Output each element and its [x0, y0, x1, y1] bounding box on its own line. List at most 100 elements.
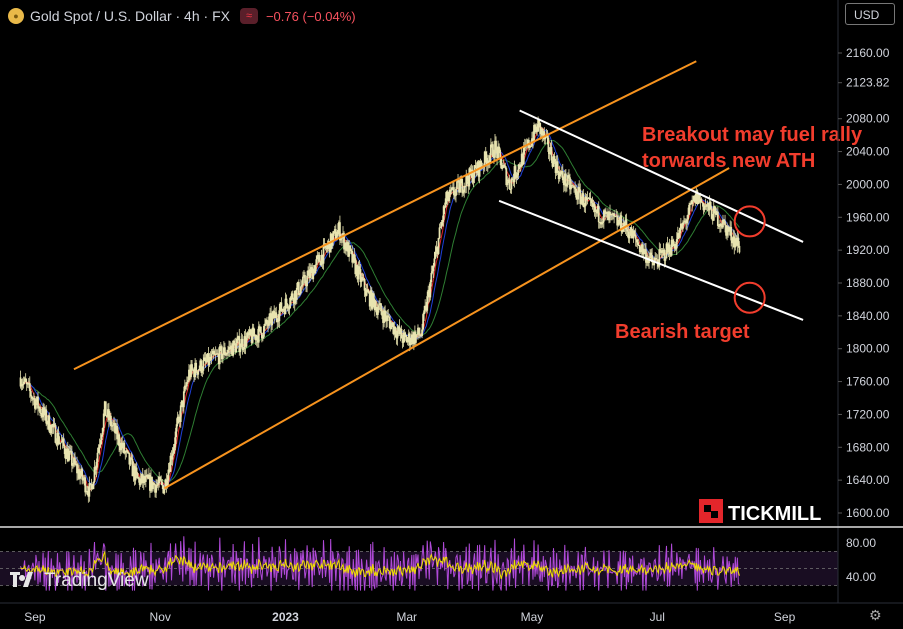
candle-body	[597, 205, 600, 223]
candle-body	[539, 122, 542, 134]
candle-body	[64, 454, 67, 459]
candle-body	[305, 283, 307, 287]
candle-body	[609, 211, 611, 216]
currency-button[interactable]: USD	[845, 3, 895, 25]
candle-body	[653, 260, 656, 266]
candle-body	[503, 164, 506, 167]
candle-body	[55, 442, 58, 445]
candle-body	[21, 383, 24, 385]
candle-body	[350, 249, 353, 252]
candle-body	[31, 398, 34, 400]
candle-body	[44, 409, 47, 416]
price-tick-label: 1960.00	[846, 210, 890, 224]
candle-body	[203, 357, 206, 361]
candle-body	[418, 327, 420, 335]
candle-body	[626, 229, 629, 232]
candle-body	[243, 336, 246, 350]
symbol-title[interactable]: Gold Spot / U.S. Dollar · 4h · FX	[30, 8, 230, 24]
candle-body	[386, 315, 389, 322]
candle-body	[167, 469, 170, 481]
candle-body	[390, 323, 393, 330]
candle-body	[320, 254, 323, 266]
candle-body	[476, 161, 479, 173]
candle-body	[144, 475, 147, 482]
candle-body	[469, 168, 472, 175]
candle-body	[500, 158, 503, 169]
candle-body	[501, 167, 504, 169]
candle-body	[464, 185, 467, 187]
candle-body	[567, 175, 569, 185]
candle-body	[141, 473, 144, 484]
candle-body	[497, 146, 499, 159]
candle-body	[353, 254, 356, 259]
candle-body	[619, 215, 622, 225]
price-tick-label: 1720.00	[846, 407, 890, 421]
candle-body	[215, 353, 218, 355]
candle-body	[91, 484, 94, 490]
candle-body	[344, 242, 346, 250]
candle-body	[231, 345, 233, 356]
candle-body	[726, 226, 728, 236]
candle-body	[68, 450, 71, 453]
candle-body	[205, 361, 208, 363]
candle-body	[529, 145, 531, 148]
candle-body	[145, 475, 148, 477]
candle-body	[460, 178, 463, 184]
price-tick-label: 1760.00	[846, 375, 890, 389]
candle-body	[632, 230, 635, 236]
candle-body	[235, 343, 238, 353]
candle-body	[555, 161, 558, 173]
candle-body	[641, 244, 644, 255]
candle-body	[398, 326, 401, 335]
candle-body	[701, 202, 704, 204]
candle-body	[366, 289, 369, 293]
candle-body	[85, 490, 88, 493]
candle-body	[20, 384, 23, 387]
candle-body	[245, 337, 248, 347]
candle-body	[272, 311, 275, 316]
candle-body	[683, 221, 685, 223]
candle-body	[560, 171, 563, 175]
candle-body	[412, 332, 415, 345]
candle-body	[434, 251, 437, 259]
candle-body	[638, 245, 641, 253]
candle-body	[374, 306, 377, 311]
candle-body	[342, 233, 344, 237]
candle-body	[393, 326, 396, 334]
price-tick-label: 2123.82	[846, 76, 890, 90]
candle-body	[650, 252, 652, 256]
candle-body	[431, 271, 434, 273]
candle-body	[471, 169, 474, 183]
candle-body	[275, 312, 278, 319]
candle-body	[735, 238, 738, 246]
candle-body	[443, 206, 446, 208]
candle-body	[736, 237, 739, 246]
candle-body	[168, 469, 171, 472]
candle-body	[699, 198, 702, 203]
candle-body	[273, 311, 276, 319]
candle-body	[551, 160, 554, 167]
candle-body	[209, 356, 212, 360]
candle-body	[296, 282, 299, 288]
candle-body	[229, 347, 231, 350]
candle-body	[364, 290, 367, 296]
gear-icon[interactable]: ⚙	[869, 607, 882, 623]
candle-body	[576, 197, 579, 200]
candle-body	[618, 220, 621, 225]
breakout-circle	[733, 205, 766, 238]
candle-body	[24, 378, 27, 383]
candle-body	[89, 483, 92, 485]
trendlines	[73, 60, 804, 490]
candle-body	[715, 211, 718, 215]
candle-body	[43, 407, 46, 416]
candle-body	[625, 219, 628, 230]
candle-body	[645, 249, 647, 263]
candle-body	[514, 166, 517, 178]
waves-icon[interactable]: ≈	[239, 8, 258, 24]
candle-body	[58, 442, 61, 444]
candle-body	[310, 267, 313, 270]
candle-body	[694, 195, 697, 204]
price-tick-label: 2040.00	[846, 145, 890, 159]
